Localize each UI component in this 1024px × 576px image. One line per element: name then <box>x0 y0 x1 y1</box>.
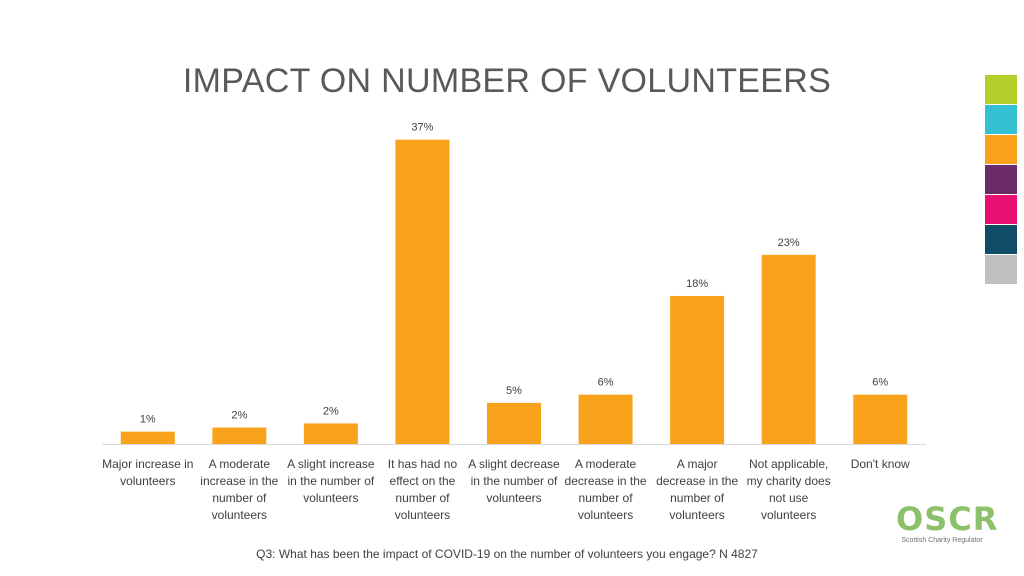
bar-value-label: 18% <box>686 278 708 290</box>
logo-tagline: Scottish Charity Regulator <box>901 537 983 544</box>
bar <box>120 431 175 444</box>
color-swatch <box>985 195 1017 225</box>
color-swatch <box>985 135 1017 165</box>
bar <box>761 254 816 444</box>
bar <box>395 139 450 445</box>
bar-value-label: 23% <box>778 237 800 249</box>
bar <box>303 423 358 444</box>
category-label: Don't know <box>850 457 910 471</box>
color-swatch <box>985 165 1017 195</box>
bar <box>853 394 908 444</box>
category-label: A slight decrease in the number of volun… <box>468 457 560 505</box>
survey-footnote: Q3: What has been the impact of COVID-19… <box>256 547 758 561</box>
bar-value-label: 5% <box>506 385 522 397</box>
category-label: Major increase in volunteers <box>102 457 194 488</box>
category-label: Not applicable, my charity does not use … <box>746 457 831 522</box>
chart-title: IMPACT ON NUMBER OF VOLUNTEERS <box>182 62 832 100</box>
bar <box>578 394 633 444</box>
bar-value-label: 37% <box>411 122 433 134</box>
color-swatch <box>985 225 1017 255</box>
category-label: A moderate decrease in the number of vol… <box>564 457 647 522</box>
bar <box>212 427 267 444</box>
bar-value-label: 2% <box>323 405 339 417</box>
bar <box>487 402 541 444</box>
bar <box>670 295 725 444</box>
oscr-logo: OSCR Scottish Charity Regulator <box>896 500 999 546</box>
logo-wordmark: OSCR <box>896 500 999 538</box>
category-label: A moderate increase in the number of vol… <box>200 457 279 522</box>
category-label: A slight increase in the number of volun… <box>287 457 375 505</box>
bar-value-label: 2% <box>231 410 247 422</box>
color-swatch <box>985 75 1017 105</box>
category-label: A major decrease in the number of volunt… <box>656 457 739 522</box>
category-label: It has had no effect on the number of vo… <box>387 457 458 522</box>
color-swatch <box>985 105 1017 135</box>
color-swatch <box>985 255 1017 285</box>
bar-value-label: 1% <box>140 414 156 426</box>
brand-color-swatches <box>985 75 1017 285</box>
bar-value-label: 6% <box>598 377 614 389</box>
bar-value-label: 6% <box>872 377 888 389</box>
